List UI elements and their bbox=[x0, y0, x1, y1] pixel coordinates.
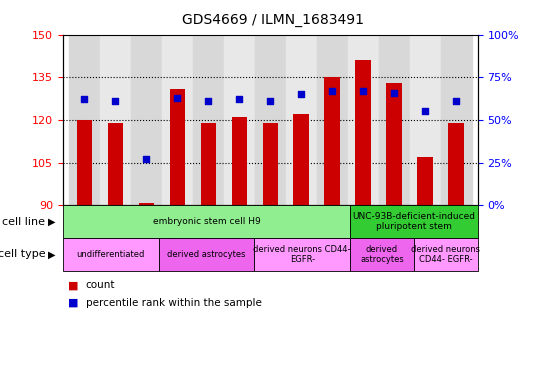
Point bbox=[173, 95, 182, 101]
Bar bbox=[263, 123, 278, 205]
Bar bbox=[294, 114, 309, 205]
Point bbox=[452, 98, 460, 104]
Text: percentile rank within the sample: percentile rank within the sample bbox=[86, 298, 262, 308]
Bar bbox=[193, 35, 224, 205]
Text: count: count bbox=[86, 280, 115, 290]
Point bbox=[297, 91, 306, 98]
Point bbox=[421, 108, 430, 114]
Text: ■: ■ bbox=[68, 280, 79, 290]
Bar bbox=[77, 120, 92, 205]
Bar bbox=[448, 123, 464, 205]
Point bbox=[359, 88, 367, 94]
Bar bbox=[162, 35, 193, 205]
Bar bbox=[200, 123, 216, 205]
Point bbox=[235, 96, 244, 103]
Text: GDS4669 / ILMN_1683491: GDS4669 / ILMN_1683491 bbox=[182, 13, 364, 27]
Point bbox=[204, 98, 213, 104]
Text: cell line: cell line bbox=[2, 217, 45, 227]
Text: derived neurons CD44-
EGFR-: derived neurons CD44- EGFR- bbox=[253, 245, 351, 264]
Point bbox=[111, 98, 120, 104]
Bar bbox=[100, 35, 131, 205]
Text: derived
astrocytes: derived astrocytes bbox=[360, 245, 404, 264]
Point bbox=[80, 96, 89, 103]
Bar bbox=[224, 35, 255, 205]
Text: ■: ■ bbox=[68, 298, 79, 308]
Bar bbox=[410, 35, 441, 205]
Bar bbox=[441, 35, 472, 205]
Text: undifferentiated: undifferentiated bbox=[76, 250, 145, 259]
Bar bbox=[317, 35, 348, 205]
Text: derived neurons
CD44- EGFR-: derived neurons CD44- EGFR- bbox=[411, 245, 480, 264]
Bar bbox=[255, 35, 286, 205]
Bar bbox=[417, 157, 433, 205]
Bar bbox=[324, 77, 340, 205]
Bar bbox=[170, 89, 185, 205]
Point bbox=[390, 89, 399, 96]
Text: UNC-93B-deficient-induced
pluripotent stem: UNC-93B-deficient-induced pluripotent st… bbox=[352, 212, 476, 232]
Bar bbox=[387, 83, 402, 205]
Bar bbox=[108, 123, 123, 205]
Bar bbox=[69, 35, 100, 205]
Text: derived astrocytes: derived astrocytes bbox=[167, 250, 246, 259]
Bar bbox=[379, 35, 410, 205]
Bar bbox=[139, 203, 154, 205]
Text: cell type: cell type bbox=[0, 249, 45, 260]
Bar bbox=[355, 60, 371, 205]
Text: embryonic stem cell H9: embryonic stem cell H9 bbox=[152, 217, 260, 226]
Text: ▶: ▶ bbox=[48, 217, 55, 227]
Point bbox=[266, 98, 275, 104]
Point bbox=[142, 156, 151, 162]
Bar bbox=[131, 35, 162, 205]
Text: ▶: ▶ bbox=[48, 249, 55, 260]
Bar bbox=[348, 35, 379, 205]
Bar bbox=[232, 117, 247, 205]
Bar bbox=[286, 35, 317, 205]
Point bbox=[328, 88, 336, 94]
